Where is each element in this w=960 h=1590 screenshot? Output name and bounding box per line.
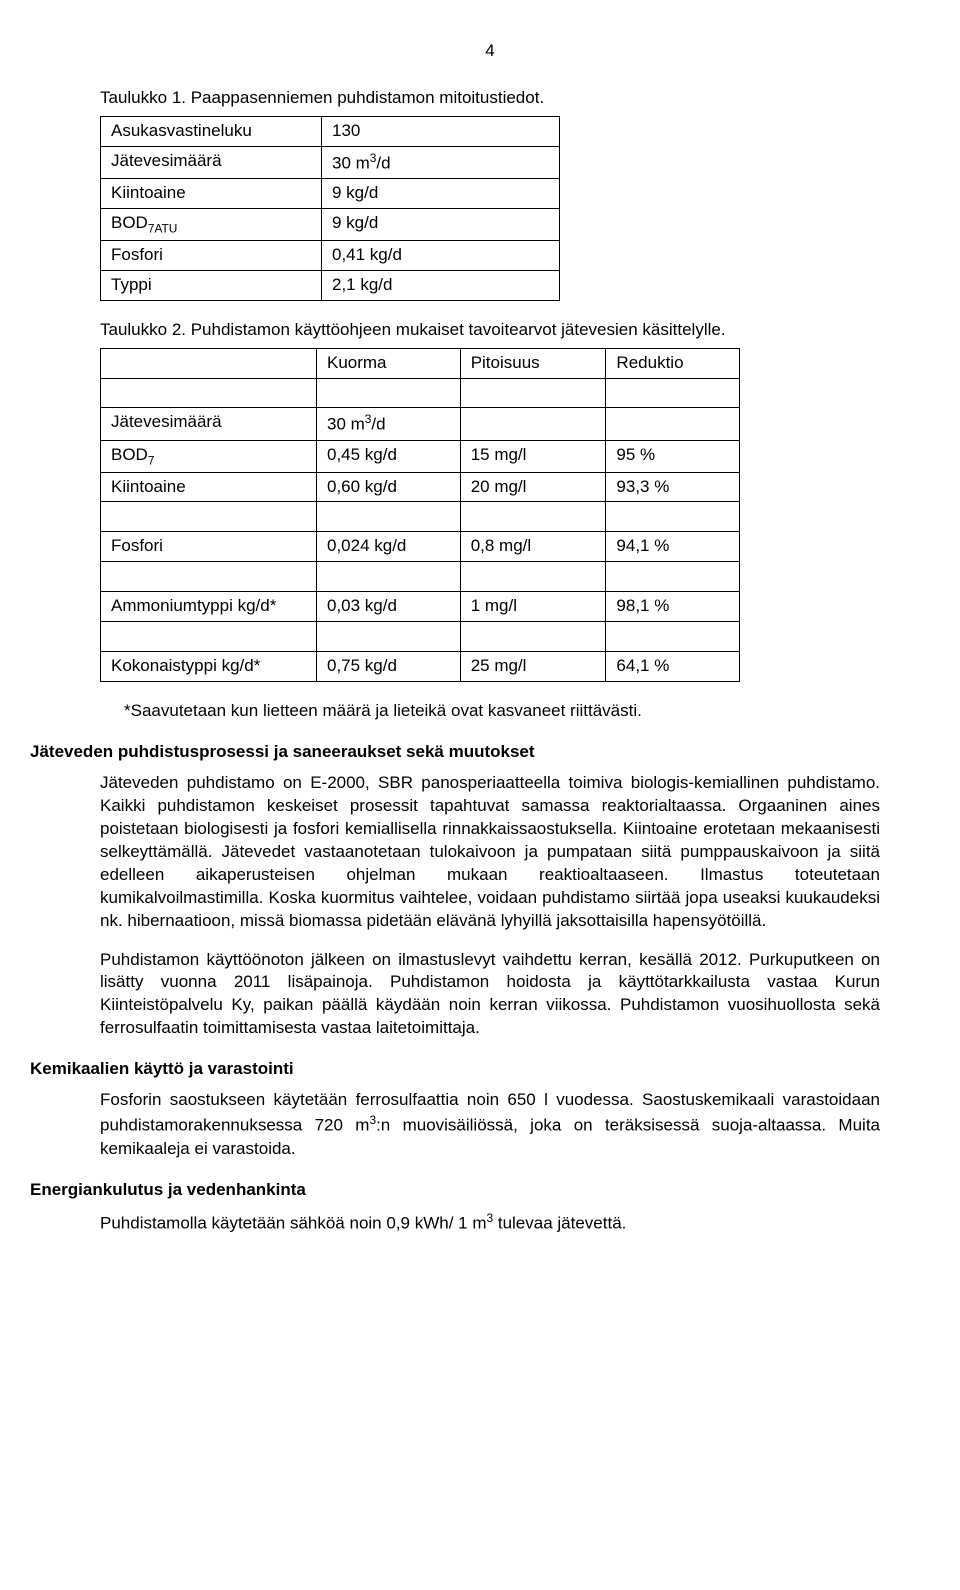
table-row: BOD7ATU9 kg/d [101, 209, 560, 240]
table1-value: 30 m3/d [322, 146, 560, 179]
table2-cell: 93,3 % [606, 472, 740, 502]
table-row: KuormaPitoisuusReduktio [101, 348, 740, 378]
table2-caption: Taulukko 2. Puhdistamon käyttöohjeen muk… [100, 319, 880, 342]
table-row: Typpi2,1 kg/d [101, 270, 560, 300]
table2-cell: 95 % [606, 441, 740, 472]
table2-header [101, 348, 317, 378]
table1-label: Fosfori [101, 240, 322, 270]
table2-cell: 25 mg/l [460, 652, 606, 682]
table2-cell: Kokonaistyppi kg/d* [101, 652, 317, 682]
table-row: Jätevesimäärä30 m3/d [101, 146, 560, 179]
table2-cell [606, 408, 740, 441]
table-row: Kiintoaine9 kg/d [101, 179, 560, 209]
sections-container: Jäteveden puhdistusprosessi ja saneerauk… [100, 741, 880, 1235]
table2-header: Pitoisuus [460, 348, 606, 378]
table2-footnote: *Saavutetaan kun lietteen määrä ja liete… [124, 700, 880, 723]
table2-cell: Ammoniumtyppi kg/d* [101, 592, 317, 622]
table2-cell: 0,60 kg/d [316, 472, 460, 502]
table-row: Fosfori0,024 kg/d0,8 mg/l94,1 % [101, 532, 740, 562]
section-heading: Kemikaalien käyttö ja varastointi [30, 1058, 880, 1081]
table1-value: 0,41 kg/d [322, 240, 560, 270]
table-row: Kiintoaine0,60 kg/d20 mg/l93,3 % [101, 472, 740, 502]
table2-cell: Kiintoaine [101, 472, 317, 502]
table2-cell: 0,8 mg/l [460, 532, 606, 562]
table2-cell: 0,03 kg/d [316, 592, 460, 622]
paragraph: Puhdistamon käyttöönoton jälkeen on ilma… [100, 949, 880, 1041]
table2-cell: 1 mg/l [460, 592, 606, 622]
table1-value: 2,1 kg/d [322, 270, 560, 300]
spacer-row [101, 622, 740, 652]
table1-label: Typpi [101, 270, 322, 300]
page-number: 4 [100, 40, 880, 63]
table1-label: BOD7ATU [101, 209, 322, 240]
table1-body: Asukasvastineluku130Jätevesimäärä30 m3/d… [101, 116, 560, 300]
table2-body: KuormaPitoisuusReduktio Jätevesimäärä30 … [101, 348, 740, 681]
table-row: Ammoniumtyppi kg/d*0,03 kg/d1 mg/l98,1 % [101, 592, 740, 622]
table-row: Kokonaistyppi kg/d*0,75 kg/d25 mg/l64,1 … [101, 652, 740, 682]
paragraph: Jäteveden puhdistamo on E-2000, SBR pano… [100, 772, 880, 933]
paragraph: Fosforin saostukseen käytetään ferrosulf… [100, 1089, 880, 1160]
spacer-row [101, 502, 740, 532]
table2-cell: 20 mg/l [460, 472, 606, 502]
spacer-row [101, 562, 740, 592]
table1-label: Kiintoaine [101, 179, 322, 209]
table2-cell: 15 mg/l [460, 441, 606, 472]
table2: KuormaPitoisuusReduktio Jätevesimäärä30 … [100, 348, 740, 682]
document-page: 4 Taulukko 1. Paappasenniemen puhdistamo… [0, 0, 960, 1291]
table2-header: Reduktio [606, 348, 740, 378]
table-row: Asukasvastineluku130 [101, 116, 560, 146]
table2-cell: Fosfori [101, 532, 317, 562]
table2-cell: 94,1 % [606, 532, 740, 562]
section-heading: Jäteveden puhdistusprosessi ja saneerauk… [30, 741, 880, 764]
table-row: BOD70,45 kg/d15 mg/l95 % [101, 441, 740, 472]
table1-value: 130 [322, 116, 560, 146]
table-row: Fosfori0,41 kg/d [101, 240, 560, 270]
table1-label: Jätevesimäärä [101, 146, 322, 179]
table2-cell: 64,1 % [606, 652, 740, 682]
table1-caption: Taulukko 1. Paappasenniemen puhdistamon … [100, 87, 880, 110]
table2-cell [460, 408, 606, 441]
table2-cell: 0,024 kg/d [316, 532, 460, 562]
table2-cell: 30 m3/d [316, 408, 460, 441]
table2-cell: 98,1 % [606, 592, 740, 622]
spacer-row [101, 378, 740, 408]
table1-label: Asukasvastineluku [101, 116, 322, 146]
table2-cell: 0,75 kg/d [316, 652, 460, 682]
table2-header: Kuorma [316, 348, 460, 378]
table1-value: 9 kg/d [322, 179, 560, 209]
table2-cell: BOD7 [101, 441, 317, 472]
table2-cell: Jätevesimäärä [101, 408, 317, 441]
table-row: Jätevesimäärä30 m3/d [101, 408, 740, 441]
table1-value: 9 kg/d [322, 209, 560, 240]
section-heading: Energiankulutus ja vedenhankinta [30, 1179, 880, 1202]
paragraph: Puhdistamolla käytetään sähköä noin 0,9 … [100, 1210, 880, 1236]
table2-cell: 0,45 kg/d [316, 441, 460, 472]
table1: Asukasvastineluku130Jätevesimäärä30 m3/d… [100, 116, 560, 301]
